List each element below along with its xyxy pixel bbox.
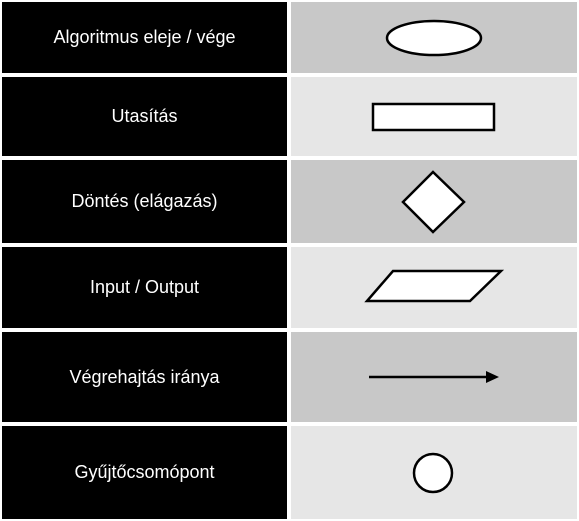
legend-row-terminator: Algoritmus eleje / vége xyxy=(0,2,579,73)
legend-symbol-cell xyxy=(291,247,577,328)
legend-row-decision: Döntés (elágazás) xyxy=(0,160,579,243)
legend-symbol-cell xyxy=(291,160,577,243)
legend-label-cell: Algoritmus eleje / vége xyxy=(2,2,287,73)
connector-circle-icon xyxy=(412,452,454,494)
legend-symbol-cell xyxy=(291,426,577,519)
decision-diamond-icon xyxy=(401,170,466,234)
legend-row-process: Utasítás xyxy=(0,77,579,156)
legend-label-cell: Végrehajtás iránya xyxy=(2,332,287,422)
io-parallelogram-icon xyxy=(364,269,505,303)
legend-label-cell: Döntés (elágazás) xyxy=(2,160,287,243)
flow-arrow-icon xyxy=(369,371,499,383)
legend-label-cell: Utasítás xyxy=(2,77,287,156)
legend-row-connector: Gyűjtőcsomópont xyxy=(0,426,579,519)
legend-label-cell: Input / Output xyxy=(2,247,287,328)
terminator-ellipse-icon xyxy=(385,19,483,57)
terminator-label: Algoritmus eleje / vége xyxy=(53,27,236,47)
legend-row-flow: Végrehajtás iránya xyxy=(0,332,579,422)
process-label: Utasítás xyxy=(111,106,178,126)
io-label: Input / Output xyxy=(89,277,200,297)
legend-row-io: Input / Output xyxy=(0,247,579,328)
legend-symbol-cell xyxy=(291,2,577,73)
legend-label-cell: Gyűjtőcsomópont xyxy=(2,426,287,519)
connector-label: Gyűjtőcsomópont xyxy=(74,462,215,482)
legend-symbol-cell xyxy=(291,332,577,422)
process-rectangle-icon xyxy=(371,102,496,132)
flow-label: Végrehajtás iránya xyxy=(69,366,220,387)
legend-symbol-cell xyxy=(291,77,577,156)
decision-label: Döntés (elágazás) xyxy=(71,191,218,211)
